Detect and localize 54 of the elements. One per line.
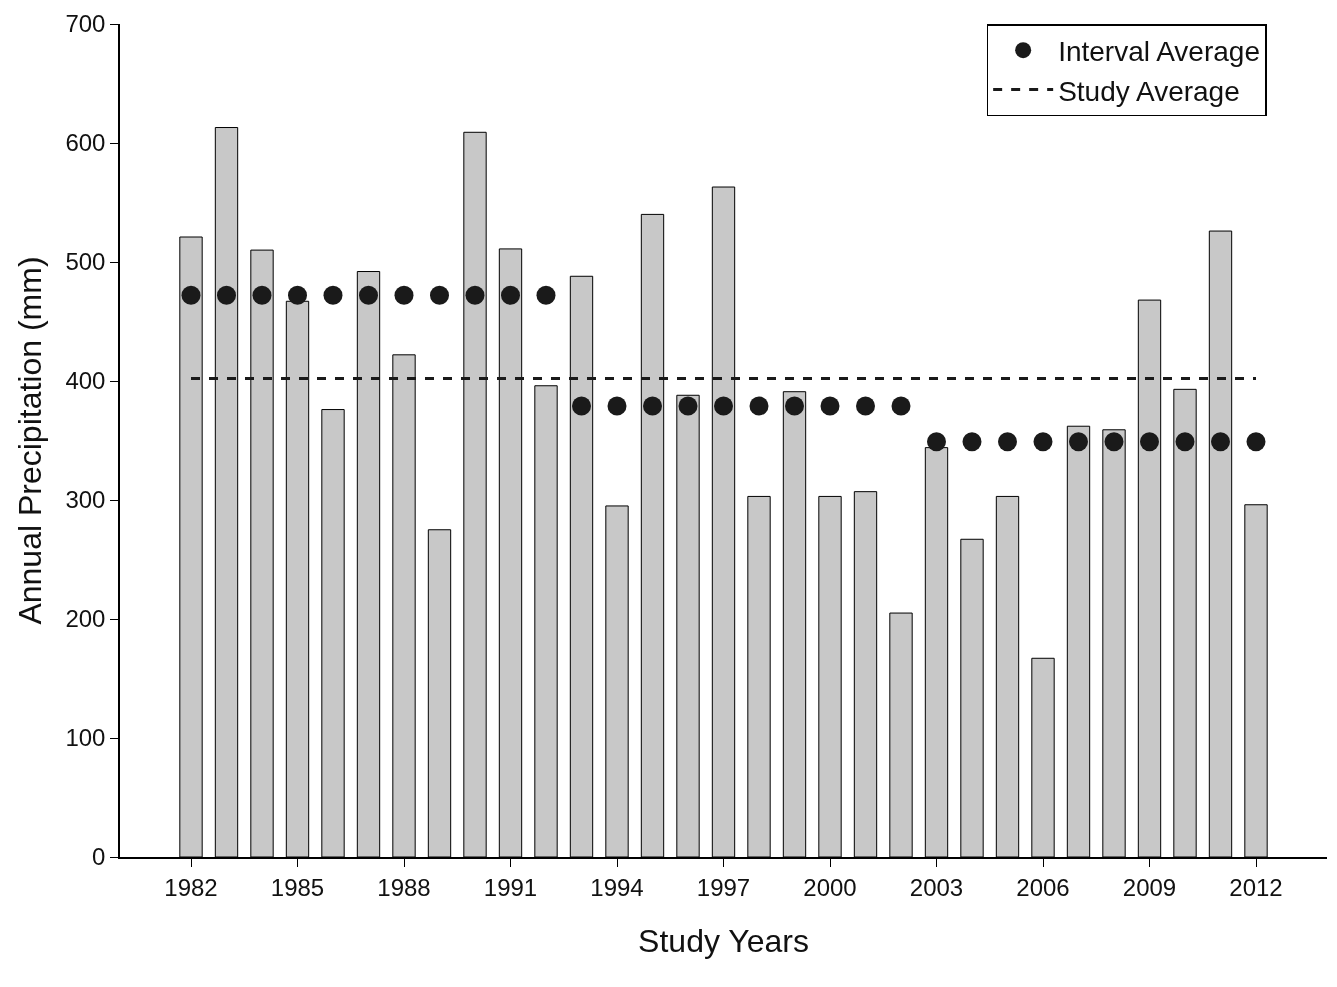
point bbox=[1069, 432, 1088, 452]
x-tick-label: 1994 bbox=[590, 873, 644, 901]
x-tick-label: 2003 bbox=[909, 873, 964, 901]
y-axis-title: Annual Precipitation (mm) bbox=[12, 256, 49, 625]
x-tick-label: 2000 bbox=[803, 873, 857, 901]
point bbox=[998, 432, 1017, 452]
point bbox=[430, 285, 449, 305]
point bbox=[252, 285, 272, 305]
point bbox=[714, 396, 733, 416]
y-tick-label: 500 bbox=[65, 248, 106, 276]
point bbox=[1033, 432, 1053, 452]
point bbox=[359, 285, 378, 305]
point bbox=[643, 396, 662, 416]
point bbox=[288, 285, 307, 305]
point bbox=[536, 285, 556, 305]
point bbox=[323, 285, 343, 305]
y-tick-label: 400 bbox=[65, 367, 106, 395]
point bbox=[891, 396, 911, 416]
point bbox=[962, 432, 982, 452]
point bbox=[927, 432, 946, 452]
point bbox=[572, 396, 591, 416]
point bbox=[1175, 432, 1195, 452]
point bbox=[820, 396, 840, 416]
x-tick-label: 1985 bbox=[270, 873, 325, 901]
x-tick-label: 1991 bbox=[483, 873, 538, 901]
point bbox=[1104, 432, 1124, 452]
y-tick-label: 700 bbox=[65, 10, 106, 38]
x-tick-label: 2009 bbox=[1122, 873, 1177, 901]
point bbox=[394, 285, 414, 305]
point bbox=[181, 285, 201, 305]
point bbox=[785, 396, 804, 416]
point bbox=[465, 285, 485, 305]
x-tick-label: 1988 bbox=[377, 873, 431, 901]
x-tick-label: 1982 bbox=[164, 873, 218, 901]
point bbox=[678, 396, 698, 416]
y-tick-label: 0 bbox=[92, 843, 106, 871]
y-tick-label: 100 bbox=[65, 724, 106, 752]
point bbox=[856, 396, 875, 416]
x-tick-label: 2012 bbox=[1229, 873, 1283, 901]
legend-label: Study Average bbox=[1058, 75, 1240, 107]
x-tick-label: 1997 bbox=[696, 873, 751, 901]
point bbox=[501, 285, 520, 305]
point bbox=[1246, 432, 1266, 452]
point bbox=[749, 396, 769, 416]
point bbox=[1211, 432, 1230, 452]
point bbox=[607, 396, 627, 416]
y-tick-label: 600 bbox=[65, 129, 106, 157]
point bbox=[1140, 432, 1159, 452]
x-tick-label: 2006 bbox=[1016, 873, 1070, 901]
y-tick-label: 300 bbox=[65, 486, 106, 514]
point bbox=[217, 285, 236, 305]
x-axis-title: Study Years bbox=[638, 922, 809, 959]
y-tick-label: 200 bbox=[65, 605, 106, 633]
legend-label: Interval Average bbox=[1058, 36, 1260, 68]
